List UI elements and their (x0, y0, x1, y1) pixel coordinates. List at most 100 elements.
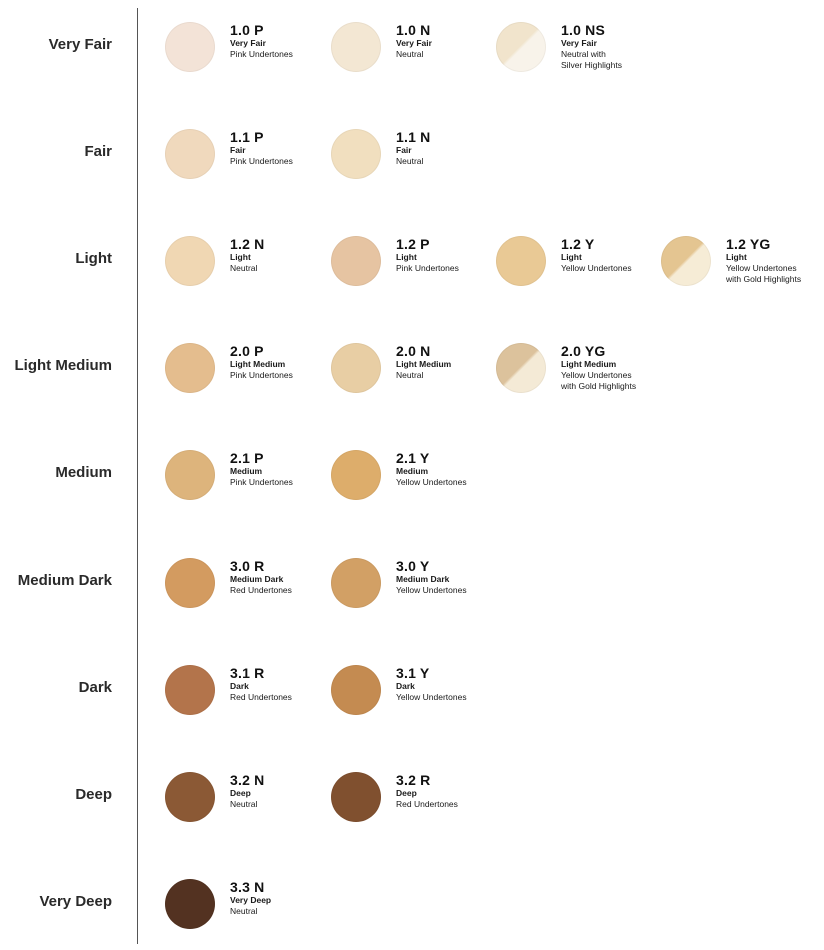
shade-option-1-2-y[interactable]: 1.2 Y Light Yellow Undertones (496, 236, 656, 296)
shade-text: 2.0 YG Light Medium Yellow Undertones with … (561, 344, 636, 392)
shade-undertone: with Gold Highlights (726, 274, 802, 285)
shade-swatch[interactable] (331, 450, 381, 501)
shade-depth: Light Medium (230, 359, 286, 370)
shade-option-2-1-y[interactable]: 2.1 Y Medium Yellow Undertones (331, 450, 491, 510)
shade-code: 1.0 P (230, 22, 264, 38)
shade-option-2-0-yg[interactable]: 2.0 YG Light Medium Yellow Undertones with … (496, 343, 656, 403)
shade-undertone: Neutral (396, 370, 424, 381)
shade-text: 2.1 Y Medium Yellow Undertones (396, 451, 467, 488)
shade-option-2-0-p[interactable]: 2.0 P Light Medium Pink Undertones (165, 343, 325, 403)
shade-depth: Very Fair (230, 38, 266, 48)
shade-swatch[interactable] (165, 129, 215, 180)
shade-undertone: Neutral (230, 905, 258, 916)
shade-swatch[interactable] (165, 557, 215, 608)
shade-option-1-0-ns[interactable]: 1.0 NS Very Fair Neutral with Silver Highli… (496, 22, 656, 82)
shade-swatch[interactable] (165, 450, 215, 501)
shade-option-3-1-y[interactable]: 3.1 Y Dark Yellow Undertones (331, 664, 491, 725)
shade-swatch[interactable] (331, 557, 381, 608)
shade-undertone: Silver Highlights (561, 60, 622, 70)
shade-text: 3.0 Y Medium Dark Yellow Undertones (396, 557, 467, 596)
shade-code: 3.3 N (230, 878, 265, 895)
shade-text: 1.0 P Very Fair Pink Undertones (230, 23, 293, 60)
shade-row-very-deep: Very Deep 3.3 N Very Deep Neutral (0, 865, 824, 929)
shade-code: 3.0 Y (396, 557, 430, 574)
shade-option-1-2-n[interactable]: 1.2 N Light Neutral (165, 236, 325, 296)
shade-swatch[interactable] (165, 771, 215, 822)
shade-depth: Light Medium (396, 359, 452, 370)
shade-row-medium: Medium 2.1 P Medium Pink Undertones 2.1 Y Med… (0, 436, 824, 501)
shade-option-1-0-n[interactable]: 1.0 N Very Fair Neutral (331, 22, 491, 82)
shade-option-3-3-n[interactable]: 3.3 N Very Deep Neutral (165, 878, 325, 939)
shade-row-medium-dark: Medium Dark 3.0 R Medium Dark Red Undertone… (0, 544, 824, 608)
shade-swatch[interactable] (165, 878, 215, 929)
shade-text: 1.2 YG Light Yellow Undertones with Gold Hi… (726, 237, 801, 285)
shade-code: 1.1 P (230, 129, 264, 146)
shade-undertone: Neutral (230, 798, 258, 809)
shade-option-3-0-r[interactable]: 3.0 R Medium Dark Red Undertones (165, 557, 325, 618)
shade-option-3-1-r[interactable]: 3.1 R Dark Red Undertones (165, 664, 325, 725)
shade-swatch[interactable] (331, 343, 381, 394)
shade-option-1-2-p[interactable]: 1.2 P Light Pink Undertones (331, 236, 491, 296)
shade-undertone: Red Undertones (230, 691, 292, 702)
shade-text: 3.3 N Very Deep Neutral (230, 878, 271, 917)
row-label: Dark (78, 678, 112, 696)
shade-option-1-1-n[interactable]: 1.1 N Fair Neutral (331, 129, 491, 189)
shade-swatch[interactable] (165, 343, 215, 394)
shade-swatch[interactable] (165, 236, 215, 287)
shade-option-3-2-n[interactable]: 3.2 N Deep Neutral (165, 771, 325, 832)
shade-depth: Medium Dark (230, 573, 284, 584)
shade-code: 1.0 N (396, 22, 431, 38)
shade-text: 1.2 Y Light Yellow Undertones (561, 237, 632, 274)
shade-option-1-1-p[interactable]: 1.1 P Fair Pink Undertones (165, 129, 325, 189)
shade-undertone: Neutral (396, 156, 424, 167)
shade-swatch[interactable] (331, 236, 381, 287)
shade-code: 2.1 Y (396, 450, 430, 467)
shade-code: 3.0 R (230, 557, 265, 574)
shade-undertone: Neutral with (561, 49, 606, 59)
shade-text: 2.1 P Medium Pink Undertones (230, 451, 293, 488)
shade-option-2-1-p[interactable]: 2.1 P Medium Pink Undertones (165, 450, 325, 510)
row-label: Fair (84, 143, 112, 161)
shade-option-3-2-r[interactable]: 3.2 R Deep Red Undertones (331, 771, 491, 832)
shade-swatch[interactable] (496, 236, 546, 287)
shade-swatch[interactable] (331, 129, 381, 180)
shade-row-dark: Dark 3.1 R Dark Red Undertones 3.1 Y Dark Yell… (0, 651, 824, 715)
shade-code: 2.1 P (230, 450, 264, 467)
shade-undertone: Pink Undertones (230, 49, 293, 59)
shade-swatch[interactable] (331, 771, 381, 822)
shade-undertone: Yellow Undertones (561, 370, 632, 381)
shade-text: 3.1 R Dark Red Undertones (230, 665, 292, 703)
shade-option-1-2-yg[interactable]: 1.2 YG Light Yellow Undertones with Gold Hi… (661, 236, 821, 296)
shade-depth: Fair (396, 145, 412, 156)
shade-text: 1.0 NS Very Fair Neutral with Silver Highli… (561, 23, 622, 71)
shade-depth: Light (726, 252, 747, 263)
shade-code: 2.0 YG (561, 343, 606, 360)
shade-text: 1.2 P Light Pink Undertones (396, 237, 459, 274)
shade-swatch[interactable] (496, 343, 546, 394)
shade-depth: Deep (396, 787, 417, 798)
column-divider (137, 8, 138, 944)
shade-undertone: with Gold Highlights (561, 381, 637, 392)
shade-text: 3.1 Y Dark Yellow Undertones (396, 665, 467, 703)
shade-option-2-0-n[interactable]: 2.0 N Light Medium Neutral (331, 343, 491, 403)
shade-depth: Light (561, 252, 582, 263)
shade-option-1-0-p[interactable]: 1.0 P Very Fair Pink Undertones (165, 22, 325, 82)
shade-code: 1.2 YG (726, 236, 771, 253)
shade-text: 3.0 R Medium Dark Red Undertones (230, 557, 292, 596)
shade-row-light-medium: Light Medium 2.0 P Light Medium Pink Undert… (0, 329, 824, 394)
shade-row-very-fair: Very Fair 1.0 P Very Fair Pink Undertones 1.… (0, 8, 824, 72)
shade-swatch[interactable] (165, 664, 215, 715)
shade-depth: Dark (396, 680, 415, 691)
shade-swatch[interactable] (331, 664, 381, 715)
shade-swatch[interactable] (496, 22, 546, 72)
shade-undertone: Neutral (230, 263, 258, 274)
shade-depth: Very Fair (396, 38, 432, 48)
shade-text: 1.0 N Very Fair Neutral (396, 23, 432, 60)
shade-option-3-0-y[interactable]: 3.0 Y Medium Dark Yellow Undertones (331, 557, 491, 618)
shade-swatch[interactable] (661, 236, 711, 287)
shade-swatch[interactable] (331, 22, 381, 72)
shade-undertone: Pink Undertones (230, 370, 293, 381)
shade-text: 2.0 P Light Medium Pink Undertones (230, 344, 293, 381)
shade-swatch[interactable] (165, 22, 215, 72)
shade-text: 1.2 N Light Neutral (230, 237, 264, 274)
